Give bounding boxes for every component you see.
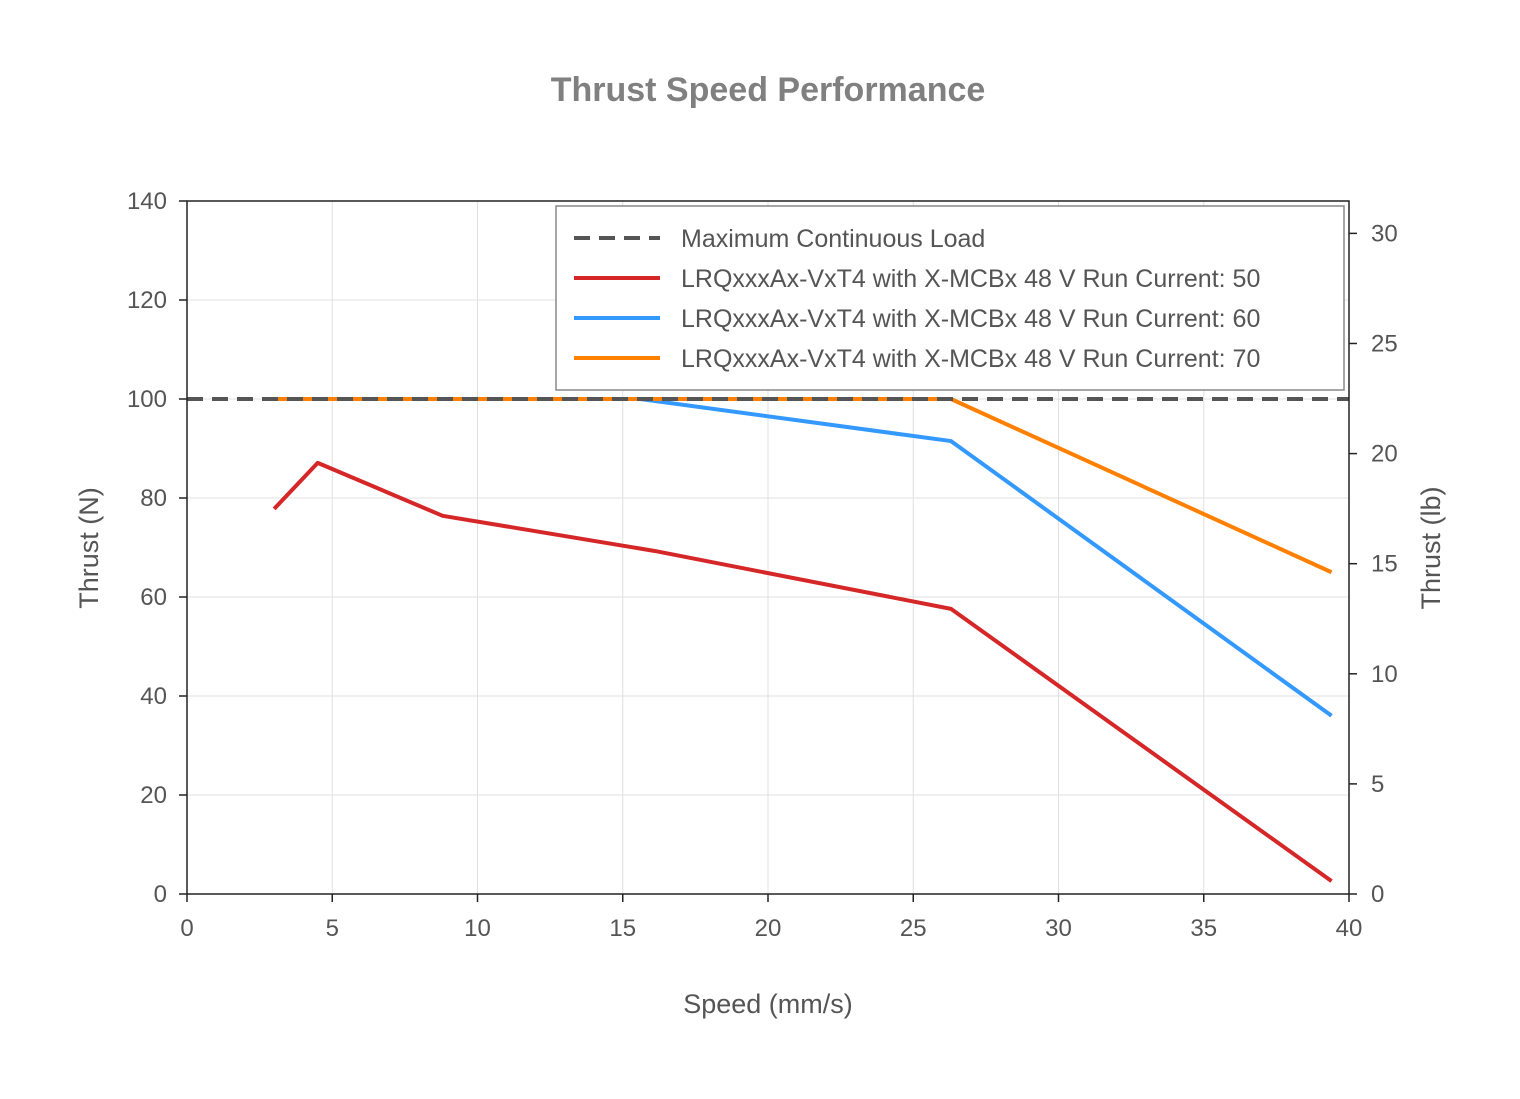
series-line-3 bbox=[274, 397, 1333, 575]
y2-axis-label: Thrust (lb) bbox=[1416, 486, 1446, 609]
x-axis-label: Speed (mm/s) bbox=[683, 989, 853, 1019]
y2-tick-label: 10 bbox=[1371, 661, 1398, 688]
y-tick-label: 140 bbox=[127, 188, 167, 215]
x-tick-label: 35 bbox=[1190, 915, 1217, 942]
legend-label: LRQxxxAx-VxT4 with X-MCBx 48 V Run Curre… bbox=[681, 305, 1260, 333]
chart-title: Thrust Speed Performance bbox=[551, 71, 986, 109]
series-line-1 bbox=[272, 460, 1333, 883]
y2-tick-label: 30 bbox=[1371, 220, 1398, 247]
y-tick-label: 120 bbox=[127, 287, 167, 314]
x-tick-label: 5 bbox=[326, 915, 339, 942]
x-tick-label: 25 bbox=[900, 915, 927, 942]
y2-tick-label: 15 bbox=[1371, 551, 1398, 578]
legend-label: LRQxxxAx-VxT4 with X-MCBx 48 V Run Curre… bbox=[681, 345, 1260, 373]
legend-label: Maximum Continuous Load bbox=[681, 225, 985, 253]
y-tick-label: 20 bbox=[140, 782, 167, 809]
x-tick-label: 10 bbox=[464, 915, 491, 942]
y-axis-label: Thrust (N) bbox=[74, 487, 104, 609]
x-tick-label: 30 bbox=[1045, 915, 1072, 942]
x-tick-label: 15 bbox=[609, 915, 636, 942]
y-tick-label: 60 bbox=[140, 584, 167, 611]
y2-tick-label: 0 bbox=[1371, 881, 1384, 908]
legend-label: LRQxxxAx-VxT4 with X-MCBx 48 V Run Curre… bbox=[681, 265, 1260, 293]
x-tick-label: 0 bbox=[180, 915, 193, 942]
y-tick-label: 80 bbox=[140, 485, 167, 512]
y2-tick-label: 5 bbox=[1371, 771, 1384, 798]
x-tick-label: 40 bbox=[1336, 915, 1363, 942]
series-line-2 bbox=[274, 397, 1333, 718]
y-tick-label: 40 bbox=[140, 683, 167, 710]
y2-tick-label: 20 bbox=[1371, 441, 1398, 468]
plot-frame bbox=[186, 200, 1350, 895]
y-tick-label: 100 bbox=[127, 386, 167, 413]
y2-tick-label: 25 bbox=[1371, 330, 1398, 357]
legend-box bbox=[555, 205, 1345, 391]
x-tick-label: 20 bbox=[755, 915, 782, 942]
y-tick-label: 0 bbox=[154, 881, 167, 908]
